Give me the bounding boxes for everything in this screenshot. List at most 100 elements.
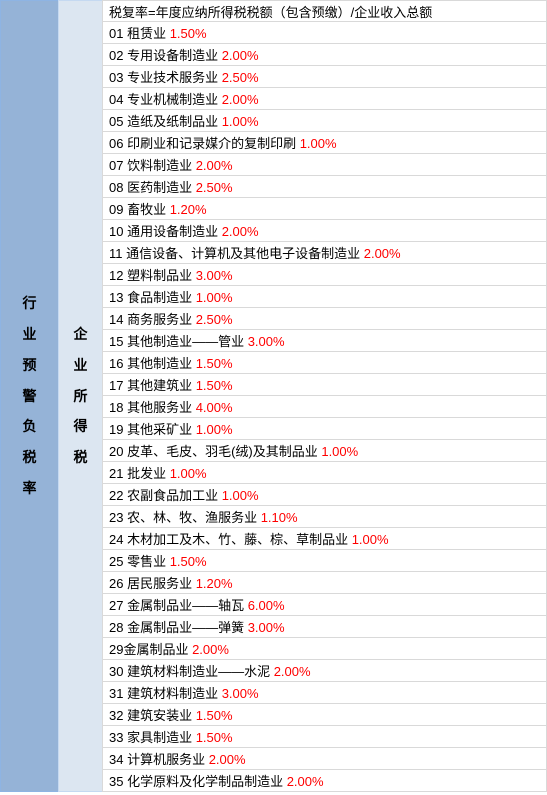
industry-name: 27 金属制品业——轴瓦	[109, 598, 248, 613]
industry-row: 23 农、林、牧、渔服务业 1.10%	[102, 506, 547, 528]
industry-name: 14 商务服务业	[109, 312, 196, 327]
industry-name: 20 皮革、毛皮、羽毛(绒)及其制品业	[109, 444, 321, 459]
industry-name: 34 计算机服务业	[109, 752, 209, 767]
industry-name: 04 专业机械制造业	[109, 92, 222, 107]
industry-name: 12 塑料制品业	[109, 268, 196, 283]
rows-container: 税复率=年度应纳所得税税额（包含预缴）/企业收入总额01 租赁业 1.50%02…	[102, 0, 547, 792]
industry-name: 31 建筑材料制造业	[109, 686, 222, 701]
industry-name: 23 农、林、牧、渔服务业	[109, 510, 261, 525]
industry-name: 07 饮料制造业	[109, 158, 196, 173]
industry-rate: 1.00%	[352, 532, 389, 547]
industry-rate: 1.50%	[196, 730, 233, 745]
industry-rate: 4.00%	[196, 400, 233, 415]
industry-row: 29金属制品业 2.00%	[102, 638, 547, 660]
industry-rate: 1.50%	[196, 708, 233, 723]
industry-rate: 1.20%	[170, 202, 207, 217]
category-label-cell: 行业预警负税率	[0, 0, 58, 792]
industry-row: 03 专业技术服务业 2.50%	[102, 66, 547, 88]
industry-row: 05 造纸及纸制品业 1.00%	[102, 110, 547, 132]
industry-row: 32 建筑安装业 1.50%	[102, 704, 547, 726]
industry-name: 30 建筑材料制造业——水泥	[109, 664, 274, 679]
industry-rate: 2.00%	[222, 224, 259, 239]
industry-row: 10 通用设备制造业 2.00%	[102, 220, 547, 242]
industry-row: 20 皮革、毛皮、羽毛(绒)及其制品业 1.00%	[102, 440, 547, 462]
industry-row: 06 印刷业和记录媒介的复制印刷 1.00%	[102, 132, 547, 154]
industry-name: 01 租赁业	[109, 26, 170, 41]
industry-rate: 1.50%	[196, 356, 233, 371]
industry-name: 15 其他制造业——管业	[109, 334, 248, 349]
industry-rate: 2.00%	[192, 642, 229, 657]
industry-row: 34 计算机服务业 2.00%	[102, 748, 547, 770]
industry-row: 17 其他建筑业 1.50%	[102, 374, 547, 396]
industry-rate: 3.00%	[196, 268, 233, 283]
industry-rate: 1.00%	[222, 488, 259, 503]
industry-row: 16 其他制造业 1.50%	[102, 352, 547, 374]
industry-rate: 1.00%	[321, 444, 358, 459]
industry-row: 22 农副食品加工业 1.00%	[102, 484, 547, 506]
industry-name: 29金属制品业	[109, 642, 192, 657]
industry-rate: 6.00%	[248, 598, 285, 613]
industry-name: 16 其他制造业	[109, 356, 196, 371]
industry-row: 31 建筑材料制造业 3.00%	[102, 682, 547, 704]
industry-name: 03 专业技术服务业	[109, 70, 222, 85]
industry-rate: 1.00%	[170, 466, 207, 481]
industry-row: 02 专用设备制造业 2.00%	[102, 44, 547, 66]
industry-name: 11 通信设备、计算机及其他电子设备制造业	[109, 246, 364, 261]
industry-rate: 1.20%	[196, 576, 233, 591]
category-label: 行业预警负税率	[23, 288, 37, 504]
industry-row: 15 其他制造业——管业 3.00%	[102, 330, 547, 352]
industry-rate: 2.50%	[196, 312, 233, 327]
industry-rate: 2.00%	[274, 664, 311, 679]
industry-name: 17 其他建筑业	[109, 378, 196, 393]
industry-rate: 2.00%	[222, 92, 259, 107]
industry-row: 04 专业机械制造业 2.00%	[102, 88, 547, 110]
tax-type-label: 企业所得税	[74, 319, 88, 473]
industry-name: 21 批发业	[109, 466, 170, 481]
industry-rate: 1.10%	[261, 510, 298, 525]
industry-name: 28 金属制品业——弹簧	[109, 620, 248, 635]
industry-rate: 1.50%	[170, 554, 207, 569]
industry-row: 19 其他采矿业 1.00%	[102, 418, 547, 440]
industry-name: 32 建筑安装业	[109, 708, 196, 723]
industry-row: 25 零售业 1.50%	[102, 550, 547, 572]
industry-rate: 3.00%	[222, 686, 259, 701]
industry-name: 05 造纸及纸制品业	[109, 114, 222, 129]
industry-name: 26 居民服务业	[109, 576, 196, 591]
industry-row: 08 医药制造业 2.50%	[102, 176, 547, 198]
industry-row: 21 批发业 1.00%	[102, 462, 547, 484]
industry-row: 30 建筑材料制造业——水泥 2.00%	[102, 660, 547, 682]
industry-rate: 2.50%	[196, 180, 233, 195]
industry-rate: 2.50%	[222, 70, 259, 85]
industry-row: 01 租赁业 1.50%	[102, 22, 547, 44]
industry-name: 08 医药制造业	[109, 180, 196, 195]
industry-name: 13 食品制造业	[109, 290, 196, 305]
industry-rate: 3.00%	[248, 620, 285, 635]
industry-row: 09 畜牧业 1.20%	[102, 198, 547, 220]
industry-name: 19 其他采矿业	[109, 422, 196, 437]
industry-rate: 1.00%	[196, 422, 233, 437]
industry-name: 18 其他服务业	[109, 400, 196, 415]
industry-name: 25 零售业	[109, 554, 170, 569]
industry-row: 11 通信设备、计算机及其他电子设备制造业 2.00%	[102, 242, 547, 264]
industry-rate: 1.50%	[170, 26, 207, 41]
industry-rate: 1.50%	[196, 378, 233, 393]
industry-row: 33 家具制造业 1.50%	[102, 726, 547, 748]
formula-header: 税复率=年度应纳所得税税额（包含预缴）/企业收入总额	[102, 0, 547, 22]
industry-rate: 2.00%	[222, 48, 259, 63]
industry-rate: 2.00%	[364, 246, 401, 261]
industry-rate: 2.00%	[209, 752, 246, 767]
industry-name: 06 印刷业和记录媒介的复制印刷	[109, 136, 300, 151]
industry-name: 24 木材加工及木、竹、藤、棕、草制品业	[109, 532, 352, 547]
tax-type-label-cell: 企业所得税	[58, 0, 102, 792]
industry-rate: 1.00%	[222, 114, 259, 129]
industry-row: 27 金属制品业——轴瓦 6.00%	[102, 594, 547, 616]
industry-row: 35 化学原料及化学制品制造业 2.00%	[102, 770, 547, 792]
industry-rate: 1.00%	[196, 290, 233, 305]
industry-rate: 3.00%	[248, 334, 285, 349]
industry-row: 13 食品制造业 1.00%	[102, 286, 547, 308]
industry-row: 28 金属制品业——弹簧 3.00%	[102, 616, 547, 638]
industry-row: 12 塑料制品业 3.00%	[102, 264, 547, 286]
industry-rate: 2.00%	[196, 158, 233, 173]
industry-name: 02 专用设备制造业	[109, 48, 222, 63]
industry-row: 18 其他服务业 4.00%	[102, 396, 547, 418]
